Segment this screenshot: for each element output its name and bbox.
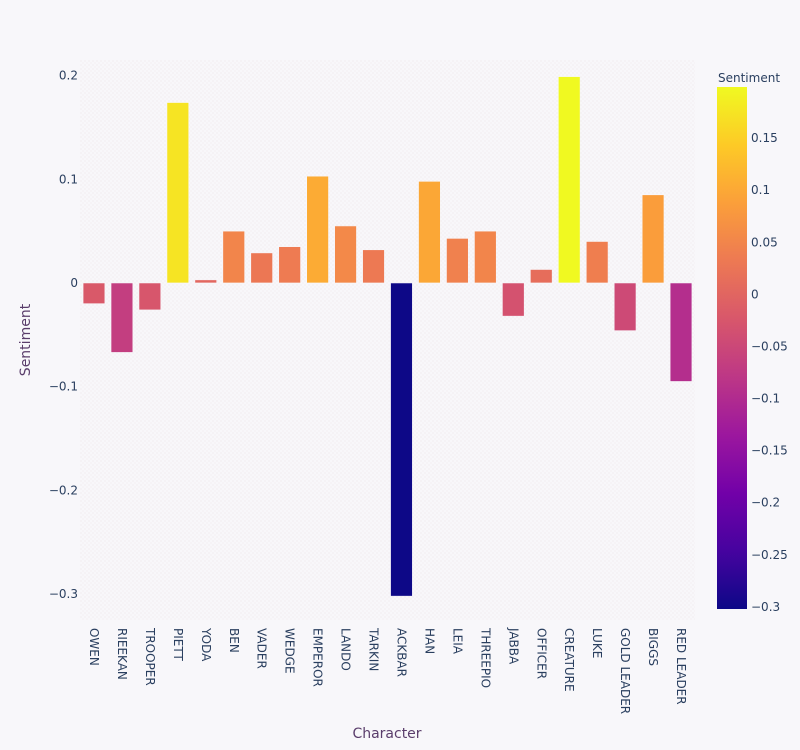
colorbar-tick-label: −0.3 [751, 600, 780, 614]
bar-jabba [502, 282, 525, 317]
colorbar-tick-label: 0.1 [751, 183, 770, 197]
y-tick-label: 0.2 [59, 69, 78, 83]
x-tick-label: GOLD LEADER [618, 628, 632, 714]
x-tick-label: ACKBAR [394, 628, 408, 677]
y-axis-ticks: −0.3 −0.2 −0.1 0 0.1 0.2 [49, 69, 78, 602]
colorbar-gradient [717, 87, 747, 609]
bar-ben [222, 230, 245, 284]
colorbar: Sentiment −0.3 −0.25 −0.2 −0.15 −0.1 −0.05 0 0.… [717, 71, 788, 614]
bar-leia [446, 238, 469, 284]
colorbar-tick-label: −0.25 [751, 548, 788, 562]
colorbar-tick-label: −0.2 [751, 496, 780, 510]
bar-emperor [306, 175, 329, 284]
x-tick-label: YODA [199, 627, 213, 662]
bar-piett [166, 102, 190, 284]
y-tick-label: −0.1 [49, 380, 78, 394]
y-axis-title: Sentiment [18, 303, 34, 376]
bars-group [82, 76, 693, 597]
y-tick-label: −0.3 [49, 587, 78, 601]
bar-biggs [641, 194, 665, 284]
bar-wedge [278, 246, 301, 284]
y-tick-label: 0 [70, 276, 78, 290]
y-tick-label: −0.2 [49, 483, 78, 497]
x-tick-label: TROOPER [143, 627, 157, 686]
colorbar-tick-label: 0.15 [751, 131, 778, 145]
colorbar-tick-label: 0 [751, 287, 759, 301]
x-tick-label: CREATURE [562, 628, 576, 692]
colorbar-title: Sentiment [718, 71, 780, 85]
x-tick-label: RED LEADER [674, 628, 688, 705]
bar-trooper [138, 282, 162, 311]
colorbar-tick-label: 0.05 [751, 235, 778, 249]
x-tick-label: BEN [227, 628, 241, 653]
x-tick-label: HAN [422, 628, 436, 654]
x-tick-label: BIGGS [646, 628, 660, 666]
x-tick-label: LEIA [450, 628, 464, 655]
bar-owen [82, 282, 106, 304]
bar-han [418, 181, 441, 284]
x-tick-label: JABBA [506, 627, 520, 665]
bar-lando [334, 225, 357, 284]
bar-creature [557, 76, 581, 284]
x-tick-label: RIEEKAN [115, 628, 129, 680]
x-tick-label: PIETT [171, 628, 185, 661]
bar-threepio [474, 230, 497, 284]
bar-tarkin [362, 249, 385, 284]
bar-rieekan [110, 282, 134, 353]
bar-ackbar [390, 282, 413, 597]
colorbar-tick-label: −0.1 [751, 392, 780, 406]
bar-vader [250, 252, 273, 284]
x-axis-title: Character [352, 726, 421, 742]
x-tick-label: WEDGE [283, 628, 297, 674]
x-tick-label: THREEPIO [478, 627, 492, 688]
x-tick-label: EMPEROR [311, 628, 325, 687]
x-tick-label: LUKE [590, 628, 604, 658]
x-axis-ticks: OWEN RIEEKAN TROOPER PIETT YODA BEN VADER WEDGE… [87, 627, 688, 714]
x-tick-label: VADER [255, 628, 269, 669]
x-tick-label: LANDO [339, 628, 353, 671]
bar-red-leader [669, 282, 693, 382]
bar-officer [530, 269, 553, 284]
colorbar-tick-label: −0.05 [751, 339, 788, 353]
colorbar-tick-label: −0.15 [751, 444, 788, 458]
y-tick-label: 0.1 [59, 172, 78, 186]
x-tick-label: TARKIN [367, 627, 381, 671]
x-tick-label: OFFICER [534, 628, 548, 679]
bar-gold-leader [613, 282, 637, 331]
bar-luke [585, 241, 609, 284]
colorbar-ticks: −0.3 −0.25 −0.2 −0.15 −0.1 −0.05 0 0.05 0.1 0.15 [751, 131, 788, 614]
bar-yoda [194, 279, 217, 284]
x-tick-label: OWEN [87, 628, 101, 666]
